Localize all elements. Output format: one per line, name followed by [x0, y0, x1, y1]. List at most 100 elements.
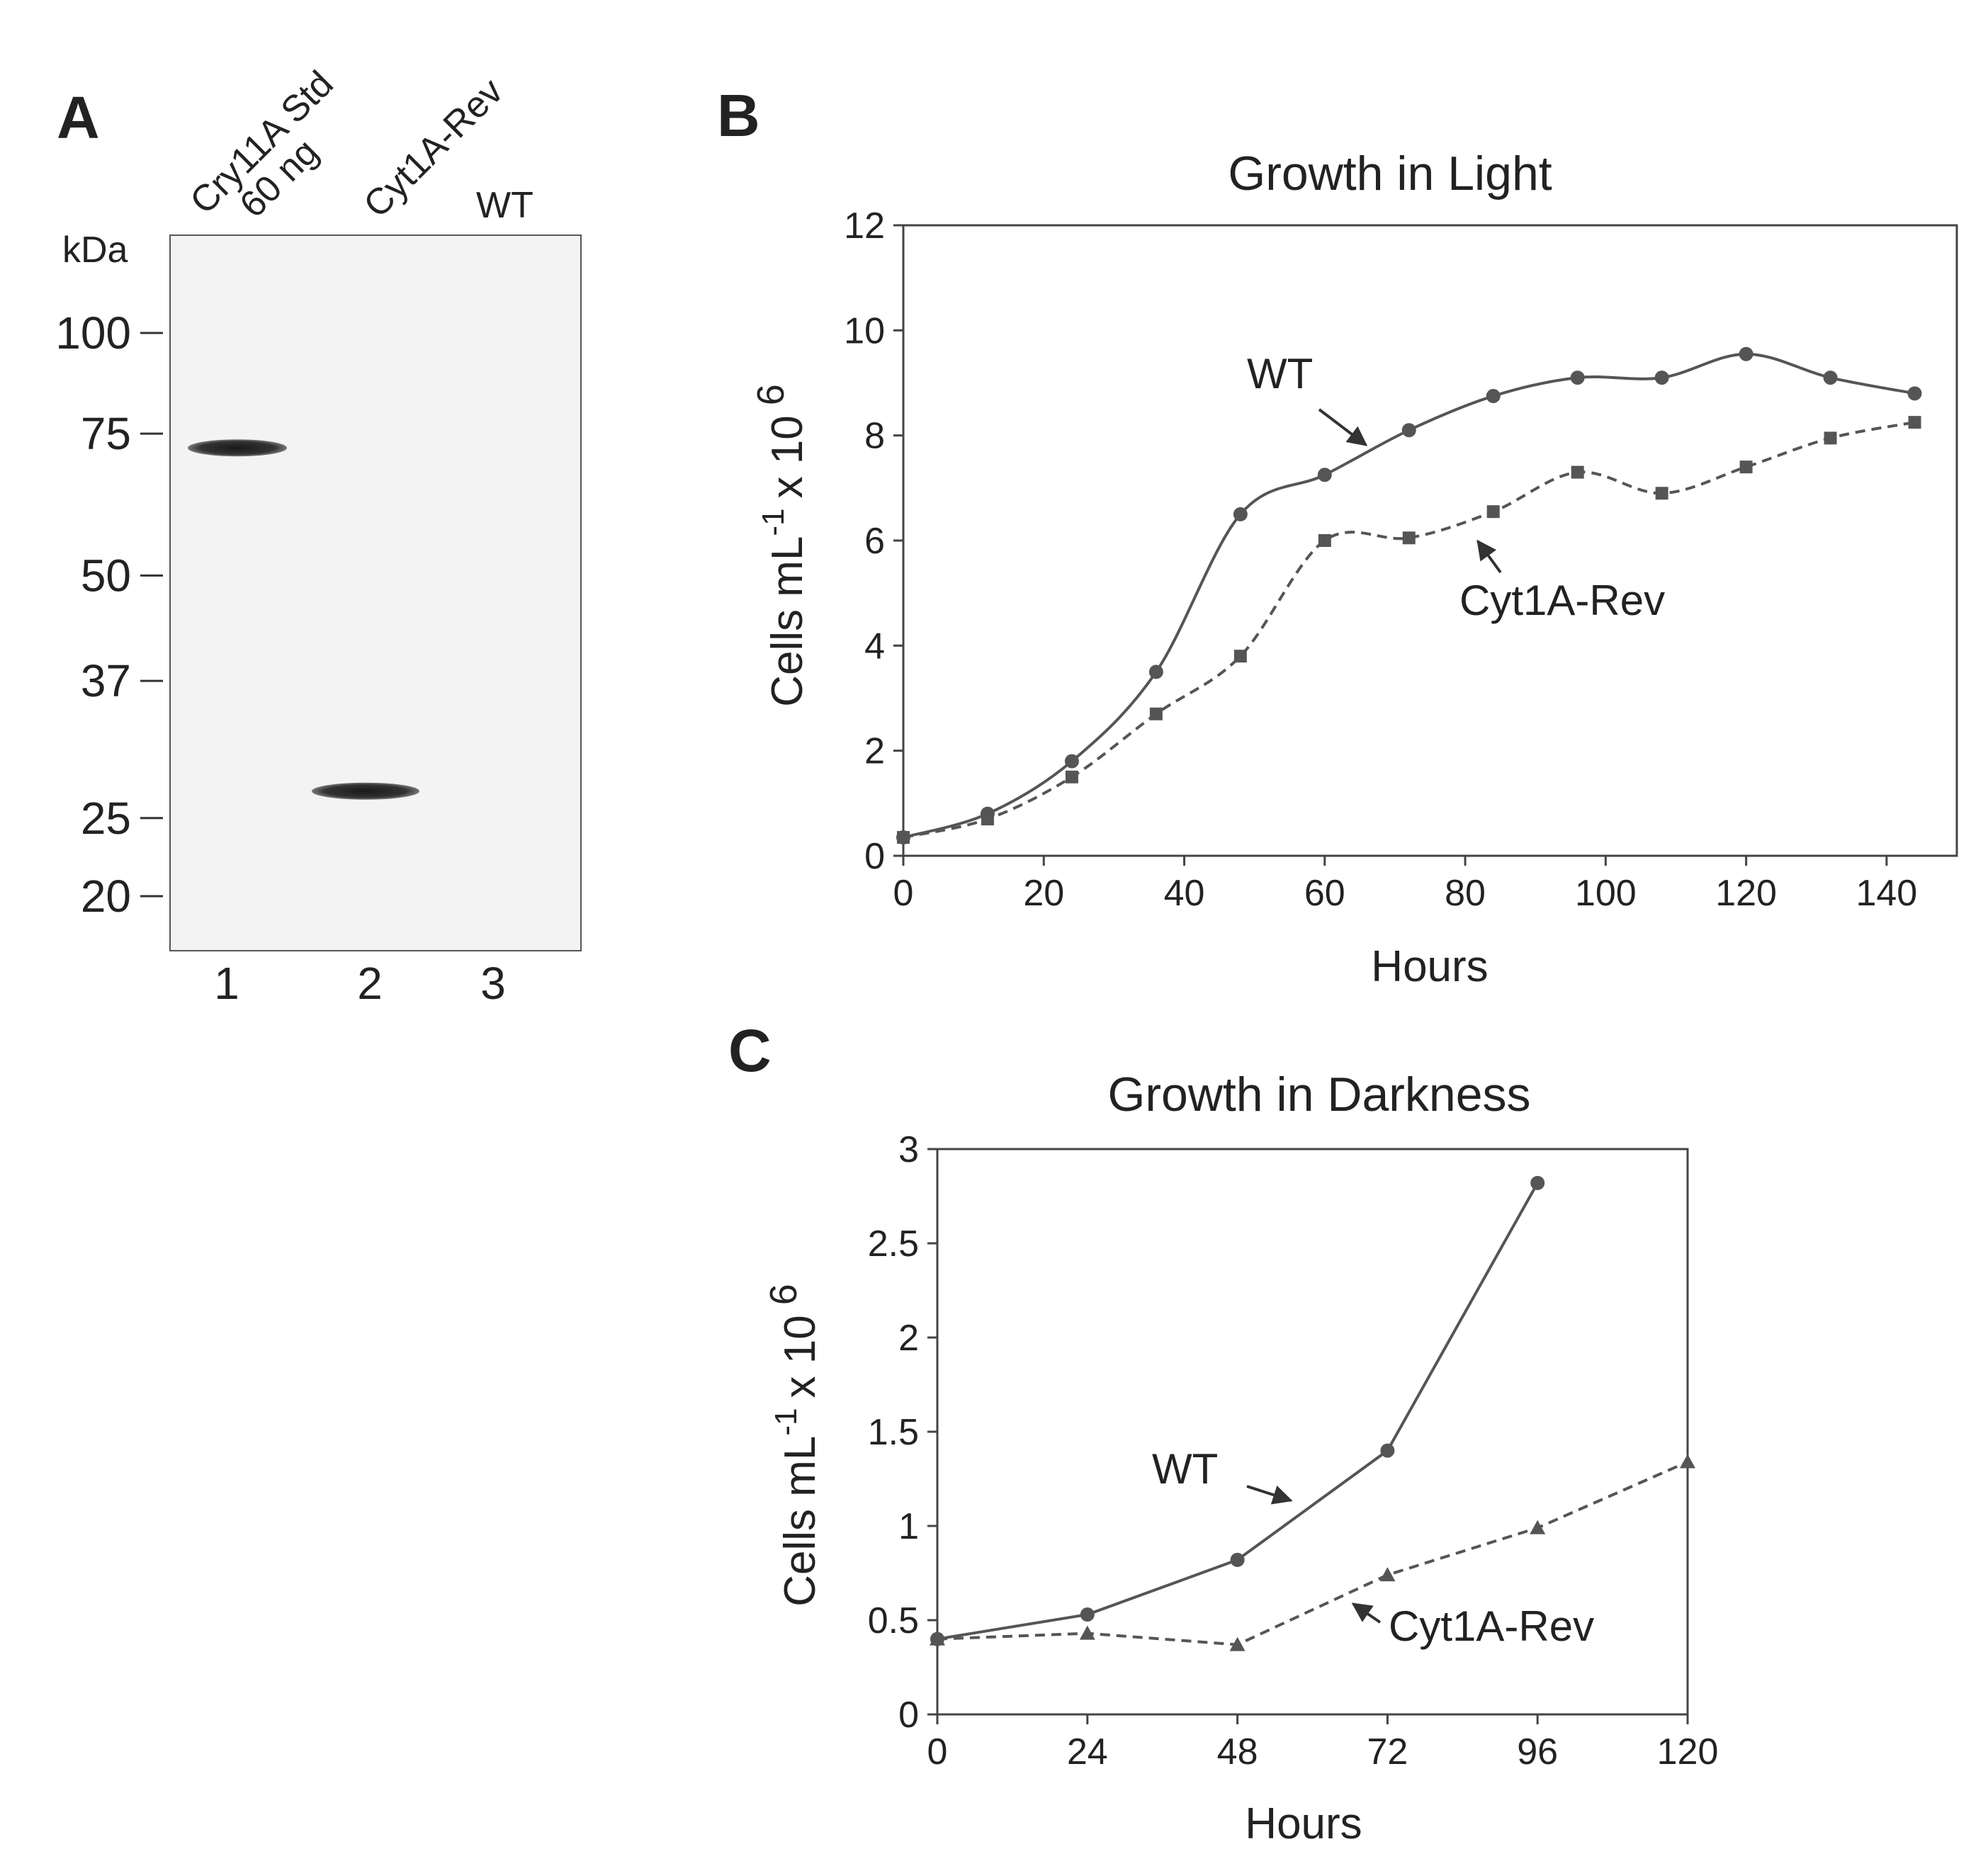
chart-c-ylabel: Cells mL-1 x 10 6: [762, 1284, 825, 1607]
blot-markers: 100 75 50 37 25 20: [55, 307, 163, 922]
chart-c-ytick-label: 0.5: [868, 1600, 919, 1641]
chart-b-point-cyt1a-rev: [1233, 650, 1247, 663]
chart-c-xtick-label: 96: [1517, 1731, 1558, 1772]
chart-b-ytick-label: 8: [864, 416, 885, 457]
chart-b-point-cyt1a-rev: [1065, 770, 1078, 784]
chart-b-xtick-label: 120: [1715, 873, 1777, 914]
chart-c-arrow-wt: [1246, 1485, 1293, 1505]
panel-b-chart: B Growth in Light 0 20 40 60 80 100 120 140 0 2 4 6…: [717, 82, 1958, 991]
panel-letter-a: A: [57, 84, 100, 151]
chart-c-point-cyt1a-rev: [1680, 1454, 1695, 1469]
chart-b-point-cyt1a-rev: [1149, 707, 1163, 720]
chart-b-ytick-label: 10: [844, 310, 885, 351]
chart-c-xtick-label: 72: [1367, 1731, 1408, 1772]
lane-1-number: 1: [214, 958, 239, 1009]
chart-c-series-line-wt: [937, 1182, 1539, 1641]
chart-c-point-wt: [1080, 1607, 1095, 1622]
chart-b-point-cyt1a-rev: [1739, 460, 1753, 474]
chart-b-annotation-wt: WT: [1247, 350, 1313, 397]
panel-letter-c: C: [728, 1017, 772, 1084]
blot-band-lane-2: [312, 782, 419, 800]
chart-c-ytick-label: 2: [898, 1318, 919, 1359]
chart-c-series: [930, 1175, 1695, 1651]
chart-b-ylabel-main: Cells mL: [763, 536, 812, 707]
panel-a-blot: A Cry11A Std 60 ng Cyt1A-Rev WT kDa 1007…: [55, 63, 582, 1009]
chart-b-xtick-label: 140: [1856, 873, 1917, 914]
chart-b-ylabel-mult: x 10: [763, 415, 812, 498]
chart-c-ytick-label: 0: [898, 1695, 919, 1736]
lane-3-number: 3: [480, 958, 506, 1009]
chart-b-point-cyt1a-rev: [1908, 416, 1921, 429]
chart-c-xlabel: Hours: [1245, 1799, 1362, 1848]
blot-marker-label: 25: [81, 793, 131, 844]
chart-c-ytick-label: 1: [898, 1506, 919, 1547]
chart-b-plot-area: [902, 224, 1958, 857]
blot-marker-label: 50: [81, 550, 131, 601]
chart-c-point-cyt1a-rev: [1079, 1625, 1095, 1640]
chart-c-ylabel-sup: -1: [769, 1408, 803, 1435]
chart-b-point-cyt1a-rev: [897, 831, 910, 844]
chart-b-ylabel: Cells mL-1 x 10 6: [750, 384, 812, 707]
panel-letter-b: B: [717, 82, 760, 149]
chart-b-point-wt: [1064, 754, 1079, 769]
chart-b-point-cyt1a-rev: [1486, 505, 1500, 519]
chart-c-title: Growth in Darkness: [1107, 1068, 1530, 1121]
chart-c-xtick-label: 24: [1067, 1731, 1108, 1772]
lane-2-number: 2: [357, 958, 383, 1009]
blot-marker-label: 75: [81, 408, 131, 459]
blot-band-lane-1: [188, 439, 287, 457]
chart-c-ytick-label: 2.5: [868, 1223, 919, 1265]
chart-c-ytick-label: 3: [898, 1129, 919, 1170]
chart-c-xtick-label: 120: [1657, 1731, 1719, 1772]
chart-b-xtick-label: 60: [1304, 873, 1345, 914]
chart-b-point-cyt1a-rev: [1571, 465, 1584, 479]
chart-b-point-wt: [1486, 389, 1501, 404]
chart-b-xtick-label: 0: [893, 873, 914, 914]
chart-b-point-wt: [1739, 346, 1753, 361]
chart-c-ytick-label: 1.5: [868, 1412, 919, 1453]
panel-c-chart: C Growth in Darkness 0 24 48 72 96 120 0 0.5 1 1.…: [728, 1017, 1718, 1848]
chart-b-point-wt: [1233, 507, 1248, 521]
chart-b-ytick-label: 4: [864, 626, 885, 667]
chart-b-point-wt: [1823, 371, 1838, 385]
chart-b-ytick-label: 0: [864, 836, 885, 877]
chart-b-ytick-label: 12: [844, 205, 885, 247]
chart-c-ylabel-mult: x 10: [776, 1315, 825, 1398]
chart-c-ylabel-exp: 6: [762, 1284, 805, 1305]
chart-b-point-cyt1a-rev: [1655, 487, 1668, 500]
chart-b-xtick-label: 40: [1164, 873, 1205, 914]
kda-unit-label: kDa: [62, 230, 128, 271]
chart-c-xtick-label: 48: [1217, 1731, 1258, 1772]
chart-c-series-line-cyt1a-rev: [937, 1460, 1688, 1646]
blot-marker-label: 37: [81, 655, 131, 706]
chart-b-annotation-rev: Cyt1A-Rev: [1459, 577, 1665, 624]
chart-b-ylabel-sup: -1: [756, 508, 791, 536]
chart-c-point-cyt1a-rev: [1229, 1636, 1246, 1651]
chart-b-point-cyt1a-rev: [1824, 431, 1837, 445]
chart-b-point-wt: [1570, 371, 1585, 385]
chart-c-point-wt: [1230, 1552, 1245, 1567]
chart-b-ytick-label: 2: [864, 731, 885, 772]
chart-c-point-wt: [1380, 1443, 1395, 1458]
chart-b-arrow-rev: [1476, 539, 1502, 574]
chart-b-arrow-wt: [1318, 408, 1368, 446]
chart-b-ytick-label: 6: [864, 521, 885, 562]
blot-membrane: [169, 234, 582, 951]
chart-b-point-cyt1a-rev: [981, 813, 994, 826]
chart-b-point-wt: [1148, 665, 1163, 679]
chart-b-series: [896, 346, 1922, 845]
chart-c-annotation-rev: Cyt1A-Rev: [1389, 1602, 1594, 1650]
blot-bands: [188, 439, 419, 800]
chart-b-title: Growth in Light: [1228, 147, 1552, 200]
chart-c-point-wt: [1530, 1175, 1545, 1190]
chart-c-point-cyt1a-rev: [1530, 1520, 1546, 1534]
chart-c-ylabel-main: Cells mL: [776, 1436, 825, 1607]
chart-c-point-cyt1a-rev: [930, 1631, 945, 1646]
chart-b-point-wt: [1907, 386, 1922, 401]
chart-b-point-cyt1a-rev: [1318, 534, 1331, 547]
chart-c-point-cyt1a-rev: [1379, 1567, 1396, 1582]
chart-b-xtick-label: 20: [1023, 873, 1064, 914]
chart-b-point-wt: [1654, 371, 1669, 385]
lane-3-label: WT: [476, 185, 533, 226]
